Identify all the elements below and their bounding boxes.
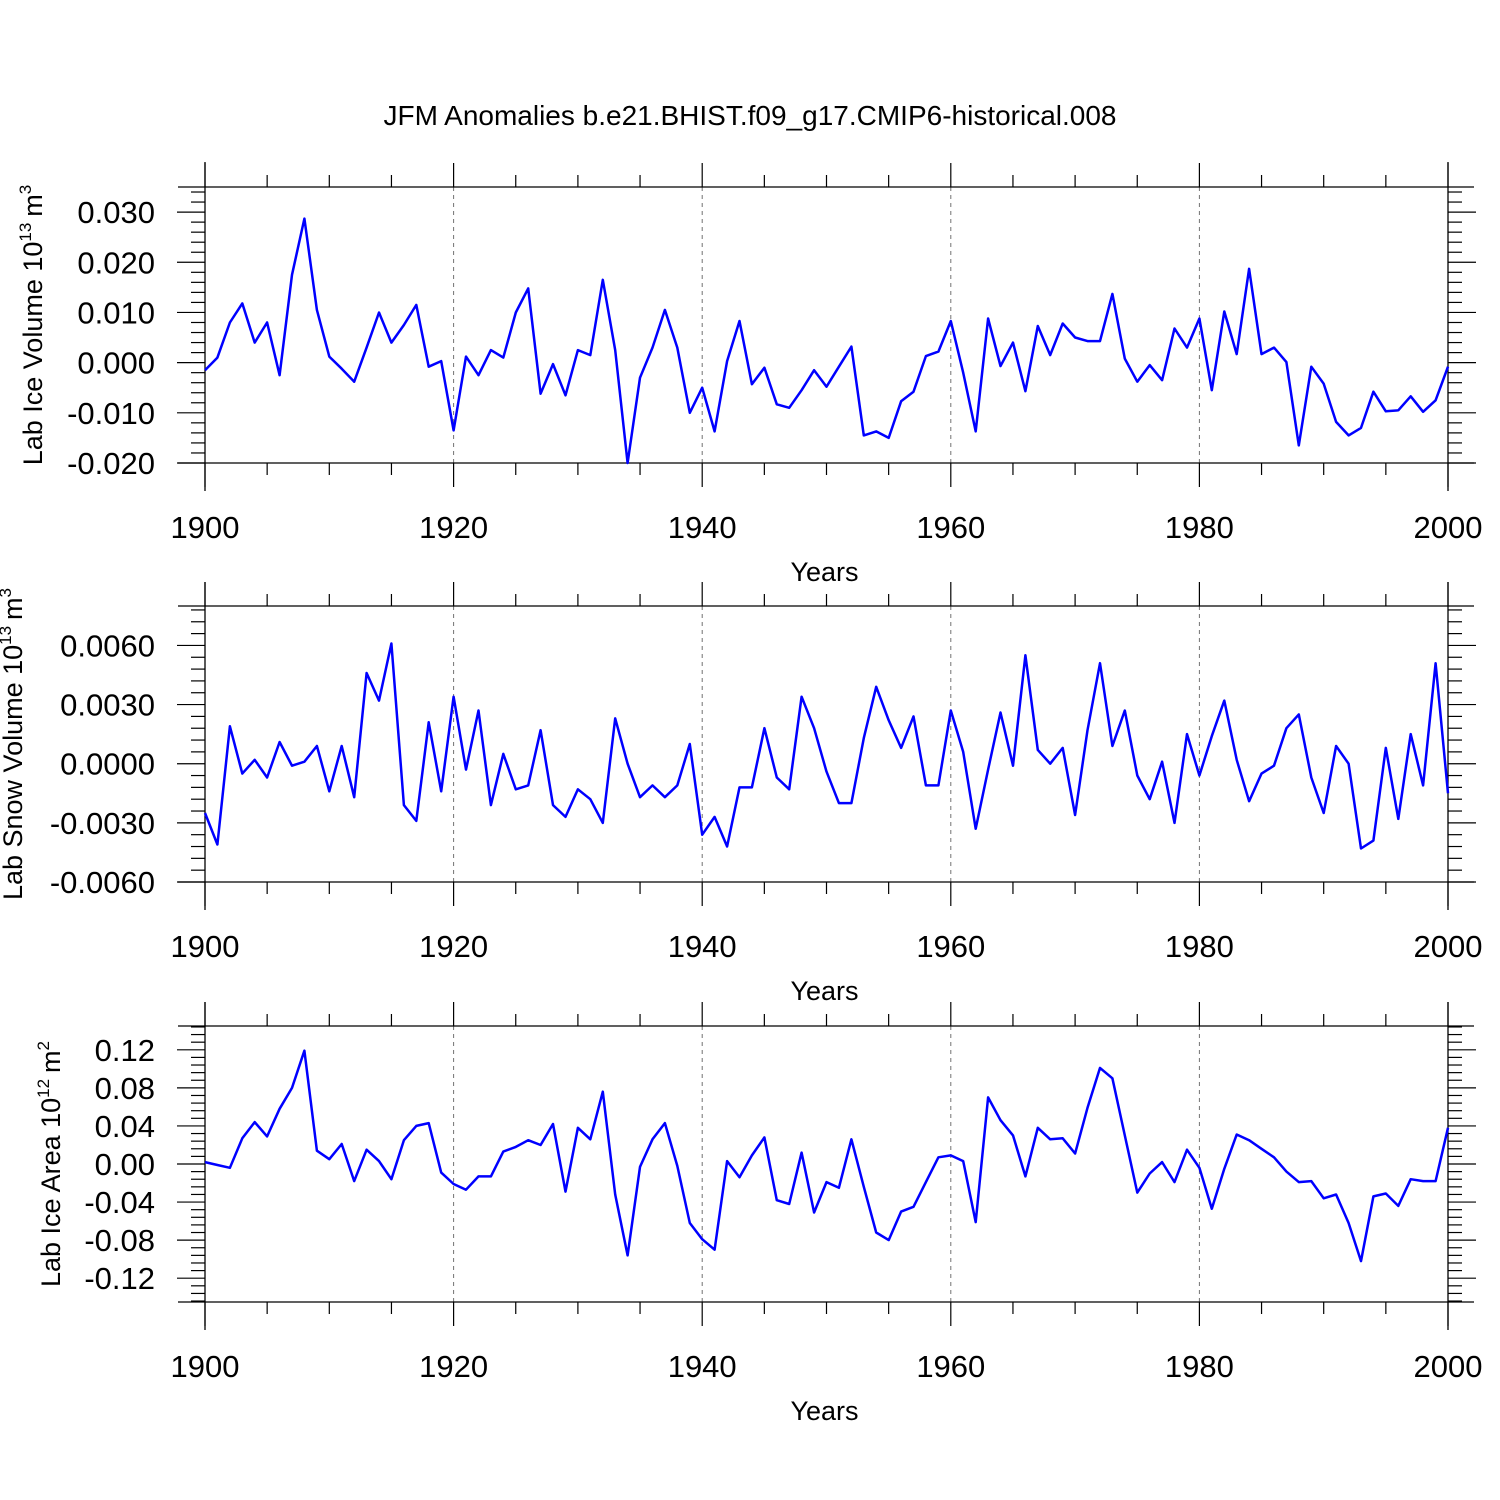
y-tick-label: 0.00 [95,1147,155,1182]
y-axis-label-text: Lab Ice Volume 10 [18,242,48,466]
y-axis-label-unit-exponent: 3 [0,588,15,597]
y-tick-label: 0.0000 [60,747,155,782]
y-axis-label: Lab Ice Volume 1013 m3 [16,185,48,466]
panel-3: 1900 1920 1940 1960 1980 2000-0.12-0.08-0.040… [34,1002,1482,1426]
y-tick-label: -0.0030 [50,806,155,841]
y-axis-label-unit: m [18,194,48,217]
y-axis-label-unit-exponent: 2 [34,1041,53,1050]
x-tick-label: 1980 [1165,1349,1234,1384]
y-axis-label-unit-exponent: 3 [16,185,35,194]
y-tick-label: -0.020 [67,446,155,481]
y-tick-label: 0.08 [95,1071,155,1106]
panel-2: 1900 1920 1940 1960 1980 2000 -0.0060 -0.0030 0.… [0,582,1482,1006]
y-tick-label: -0.04 [84,1185,155,1220]
x-tick-label: 1940 [668,929,737,964]
x-tick-label: 1960 [916,929,985,964]
x-tick-label: 1900 [171,1349,240,1384]
y-axis-label-exponent: 13 [16,223,35,242]
y-axis-label-text: Lab Snow Volume 10 [0,645,28,900]
series-line [204,1049,1450,1263]
y-tick-label: 0.020 [77,245,155,280]
x-tick-label: 1900 [171,510,240,545]
x-tick-label: 1920 [419,929,488,964]
y-axis-label-unit: m [0,597,28,620]
y-axis-label: Lab Snow Volume 1013 m3 [0,588,28,900]
x-tick-label: 1920 [419,1349,488,1384]
x-axis-label: Years [790,976,858,1006]
x-tick-label: 1940 [668,510,737,545]
x-tick-label: 1900 [171,929,240,964]
y-tick-label: 0.010 [77,295,155,330]
y-tick-label: 0.0030 [60,688,155,723]
y-tick-label: -0.0060 [50,865,155,900]
x-axis-label: Years [790,557,858,587]
y-tick-label: -0.12 [84,1261,155,1296]
x-tick-label: 1960 [916,510,985,545]
y-tick-label: 0.0060 [60,628,155,663]
y-tick-label: 0.030 [77,195,155,230]
y-tick-label: -0.010 [67,396,155,431]
y-axis-label-text: Lab Ice Area 10 [36,1098,66,1287]
y-tick-label: 0.04 [95,1109,155,1144]
x-tick-label: 1960 [916,1349,985,1384]
x-tick-label: 1920 [419,510,488,545]
series-line [203,642,1450,850]
x-tick-label: 2000 [1414,510,1483,545]
y-axis-label: Lab Ice Area 1012 m2 [34,1041,66,1287]
panel-1: 1900 1920 1940 1960 1980 2000 -0.020 -0.010 0.00… [16,162,1482,587]
y-tick-label: 0.000 [77,346,155,381]
y-tick-label: 0.12 [95,1033,155,1068]
chart-title: JFM Anomalies b.e21.BHIST.f09_g17.CMIP6-… [383,100,1116,131]
x-tick-label: 1980 [1165,510,1234,545]
x-tick-label: 2000 [1414,929,1483,964]
y-axis-label-exponent: 12 [34,1079,53,1098]
series-line [204,217,1450,465]
y-axis-label-exponent: 13 [0,626,15,645]
x-tick-label: 2000 [1414,1349,1483,1384]
x-tick-label: 1940 [668,1349,737,1384]
x-tick-label: 1980 [1165,929,1234,964]
y-axis-label-unit: m [36,1050,66,1073]
x-axis-label: Years [790,1396,858,1426]
y-tick-label: -0.08 [84,1223,155,1258]
